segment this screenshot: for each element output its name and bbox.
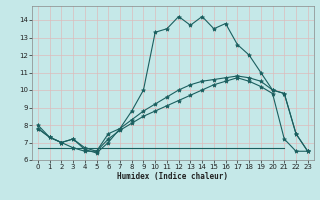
X-axis label: Humidex (Indice chaleur): Humidex (Indice chaleur): [117, 172, 228, 181]
